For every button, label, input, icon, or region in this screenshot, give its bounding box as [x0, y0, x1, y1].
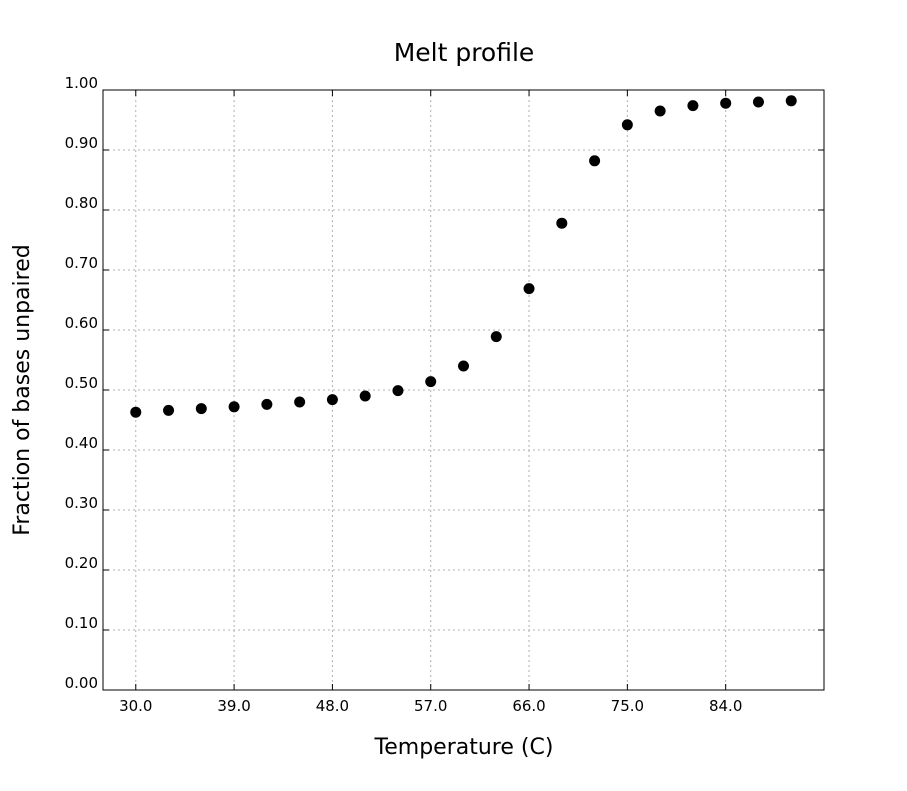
y-axis-label: Fraction of bases unpaired [10, 244, 35, 535]
data-point [654, 105, 666, 117]
data-point [195, 403, 207, 415]
data-point [785, 95, 797, 107]
x-axis-label: Temperature (C) [374, 735, 554, 760]
data-point [392, 385, 404, 397]
chart-title: Melt profile [394, 38, 535, 67]
data-point [556, 217, 568, 229]
y-tick-label: 0.70 [65, 254, 98, 272]
x-tick-label: 66.0 [512, 697, 545, 715]
x-tick-label: 75.0 [611, 697, 644, 715]
x-tick-label: 84.0 [709, 697, 742, 715]
tick-marks [103, 89, 824, 691]
y-tick-label: 0.20 [65, 554, 98, 572]
y-tick-labels: 0.00 0.10 0.20 0.30 0.40 0.50 0.60 0.70 0.80 0.90… [65, 74, 98, 692]
y-tick-label: 0.60 [65, 314, 98, 332]
x-tick-labels: 30.0 39.0 48.0 57.0 66.0 75.0 84.0 [119, 697, 742, 715]
y-tick-label: 0.80 [65, 194, 98, 212]
data-point [326, 394, 338, 406]
y-tick-label: 0.10 [65, 614, 98, 632]
x-tick-label: 48.0 [316, 697, 349, 715]
data-point [294, 396, 306, 408]
data-point [621, 119, 633, 131]
x-tick-label: 39.0 [217, 697, 250, 715]
data-point [490, 331, 502, 343]
y-tick-label: 0.90 [65, 134, 98, 152]
data-points [130, 95, 797, 418]
data-point [687, 100, 699, 112]
data-point [228, 401, 240, 413]
data-point [130, 406, 142, 418]
data-point [359, 390, 371, 402]
x-tick-label: 30.0 [119, 697, 152, 715]
y-tick-label: 0.30 [65, 494, 98, 512]
data-point [720, 97, 732, 109]
data-point [752, 96, 764, 108]
grid-lines [103, 89, 824, 691]
y-tick-label: 0.50 [65, 374, 98, 392]
y-tick-label: 0.40 [65, 434, 98, 452]
x-tick-label: 57.0 [414, 697, 447, 715]
y-tick-label: 1.00 [65, 74, 98, 92]
y-tick-label: 0.00 [65, 674, 98, 692]
data-point [458, 360, 469, 372]
data-point [523, 283, 535, 295]
data-point [163, 404, 175, 416]
data-point [261, 398, 273, 410]
data-point [589, 155, 601, 167]
data-point [425, 376, 437, 388]
